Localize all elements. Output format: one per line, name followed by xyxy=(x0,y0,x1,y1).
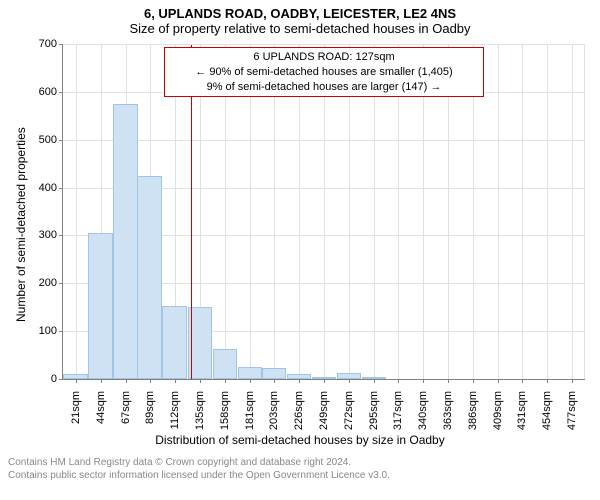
xtick-mark xyxy=(175,379,176,383)
ytick-mark xyxy=(59,188,63,189)
gridline-v xyxy=(547,44,548,379)
histogram-bar xyxy=(63,374,88,379)
y-axis-label: Number of semi-detached properties xyxy=(14,127,28,322)
callout-line: 6 UPLANDS ROAD: 127sqm xyxy=(169,50,479,65)
xtick-mark xyxy=(547,379,548,383)
histogram-bar xyxy=(137,176,162,379)
xtick-mark xyxy=(498,379,499,383)
xtick-mark xyxy=(349,379,350,383)
callout-line: ← 90% of semi-detached houses are smalle… xyxy=(169,65,479,80)
xtick-label: 112sqm xyxy=(169,391,181,429)
xtick-label: 340sqm xyxy=(417,391,429,430)
footer-attribution: Contains HM Land Registry data © Crown c… xyxy=(8,457,390,482)
xtick-label: 89sqm xyxy=(144,391,156,424)
chart-container: 6, UPLANDS ROAD, OADBY, LEICESTER, LE2 4… xyxy=(0,0,600,500)
xtick-mark xyxy=(250,379,251,383)
xtick-mark xyxy=(150,379,151,383)
ytick-label: 0 xyxy=(51,373,57,385)
footer-line-2: Contains public sector information licen… xyxy=(8,470,390,483)
xtick-mark xyxy=(76,379,77,383)
ytick-label: 500 xyxy=(39,134,57,146)
ytick-mark xyxy=(59,283,63,284)
gridline-v xyxy=(522,44,523,379)
histogram-bar xyxy=(337,373,362,379)
xtick-mark xyxy=(126,379,127,383)
xtick-mark xyxy=(225,379,226,383)
xtick-label: 454sqm xyxy=(541,391,553,430)
histogram-bar xyxy=(88,233,113,379)
xtick-mark xyxy=(398,379,399,383)
histogram-bar xyxy=(113,104,138,379)
xtick-mark xyxy=(374,379,375,383)
chart-supertitle: 6, UPLANDS ROAD, OADBY, LEICESTER, LE2 4… xyxy=(0,0,600,21)
ytick-mark xyxy=(59,140,63,141)
ytick-mark xyxy=(59,44,63,45)
footer-line-1: Contains HM Land Registry data © Crown c… xyxy=(8,457,390,470)
ytick-label: 100 xyxy=(39,325,57,337)
gridline-v xyxy=(572,44,573,379)
ytick-mark xyxy=(59,379,63,380)
xtick-label: 158sqm xyxy=(219,391,231,430)
x-axis-label: Distribution of semi-detached houses by … xyxy=(0,433,600,447)
histogram-bar xyxy=(262,368,287,379)
plot-area: 010020030040050060070021sqm44sqm67sqm89s… xyxy=(62,44,585,380)
ytick-label: 600 xyxy=(39,86,57,98)
xtick-mark xyxy=(572,379,573,383)
histogram-bar xyxy=(213,349,238,379)
xtick-label: 203sqm xyxy=(268,391,280,430)
histogram-bar xyxy=(238,367,263,379)
xtick-label: 67sqm xyxy=(120,391,132,424)
ytick-label: 300 xyxy=(39,229,57,241)
histogram-bar xyxy=(362,377,387,379)
xtick-label: 477sqm xyxy=(566,391,578,430)
ytick-mark xyxy=(59,235,63,236)
xtick-label: 44sqm xyxy=(95,391,107,424)
xtick-label: 363sqm xyxy=(442,391,454,430)
xtick-label: 226sqm xyxy=(293,391,305,430)
ytick-label: 200 xyxy=(39,277,57,289)
xtick-mark xyxy=(200,379,201,383)
histogram-bar xyxy=(312,377,337,379)
callout-line: 9% of semi-detached houses are larger (1… xyxy=(169,80,479,95)
xtick-label: 181sqm xyxy=(244,391,256,430)
xtick-label: 272sqm xyxy=(343,391,355,430)
callout-box: 6 UPLANDS ROAD: 127sqm← 90% of semi-deta… xyxy=(164,47,484,97)
ytick-label: 700 xyxy=(39,38,57,50)
histogram-bar xyxy=(287,374,312,379)
xtick-mark xyxy=(423,379,424,383)
gridline-v xyxy=(498,44,499,379)
xtick-label: 21sqm xyxy=(70,391,82,424)
xtick-label: 295sqm xyxy=(368,391,380,430)
xtick-mark xyxy=(101,379,102,383)
xtick-label: 135sqm xyxy=(194,391,206,430)
histogram-bar xyxy=(162,306,187,379)
xtick-mark xyxy=(473,379,474,383)
xtick-label: 409sqm xyxy=(492,391,504,430)
xtick-label: 386sqm xyxy=(467,391,479,430)
ytick-mark xyxy=(59,331,63,332)
gridline-v xyxy=(76,44,77,379)
xtick-label: 317sqm xyxy=(392,391,404,430)
xtick-label: 249sqm xyxy=(318,391,330,430)
xtick-mark xyxy=(299,379,300,383)
xtick-mark xyxy=(522,379,523,383)
xtick-mark xyxy=(274,379,275,383)
ytick-mark xyxy=(59,92,63,93)
chart-subtitle: Size of property relative to semi-detach… xyxy=(0,21,600,36)
xtick-mark xyxy=(448,379,449,383)
xtick-label: 431sqm xyxy=(516,391,528,430)
xtick-mark xyxy=(324,379,325,383)
ytick-label: 400 xyxy=(39,182,57,194)
